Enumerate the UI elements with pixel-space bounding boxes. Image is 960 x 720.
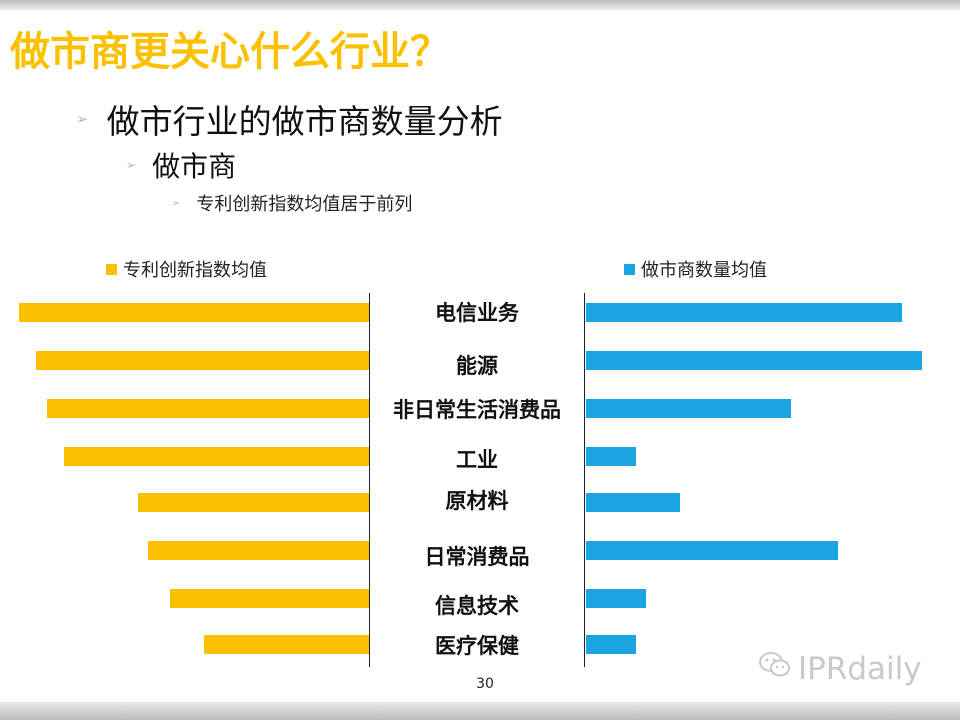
bullet-arrow-icon: ➢ [126, 158, 137, 172]
bar-market-maker-count [586, 589, 646, 608]
legend-market-maker: 做市商数量均值 [624, 256, 767, 282]
bar-market-maker-count [586, 541, 838, 560]
bar-patent-index [64, 447, 369, 466]
bar-patent-index [170, 589, 369, 608]
legend-label-market-maker: 做市商数量均值 [641, 260, 767, 281]
bullet-level1: ➢ 做市行业的做市商数量分析 [76, 95, 503, 143]
bar-patent-index [47, 399, 369, 418]
bullet-level2: ➢ 做市商 [126, 145, 236, 185]
left-chart-axis [369, 293, 370, 667]
slide-title: 做市商更关心什么行业？ [10, 29, 450, 75]
bullet-arrow-icon: ➢ [172, 197, 181, 209]
category-label: 能源 [456, 354, 498, 378]
legend-label-patent: 专利创新指数均值 [123, 260, 267, 281]
watermark-text: IPRdaily [798, 651, 922, 687]
bullet-arrow-icon: ➢ [76, 110, 89, 128]
bar-market-maker-count [586, 493, 680, 512]
right-chart-axis [584, 293, 585, 667]
bullet-level1-text: 做市行业的做市商数量分析 [106, 102, 503, 141]
bar-market-maker-count [586, 635, 636, 654]
category-label: 工业 [456, 448, 498, 472]
category-label: 电信业务 [435, 301, 519, 325]
bar-patent-index [138, 493, 369, 512]
category-label: 日常消费品 [424, 545, 530, 569]
bullet-level3-text: 专利创新指数均值居于前列 [196, 194, 413, 215]
category-label: 原材料 [445, 489, 509, 513]
bar-patent-index [19, 303, 369, 322]
top-border-bar [0, 0, 960, 10]
category-label: 医疗保健 [435, 634, 519, 658]
category-label: 非日常生活消费品 [393, 398, 561, 422]
bullet-level2-text: 做市商 [152, 150, 237, 183]
bar-market-maker-count [586, 399, 791, 418]
bar-market-maker-count [586, 351, 922, 370]
wechat-logo-icon [758, 650, 792, 688]
legend-swatch-patent [106, 263, 117, 275]
bullet-level3: ➢ 专利创新指数均值居于前列 [172, 190, 412, 216]
bar-patent-index [148, 541, 369, 560]
legend-patent-index: 专利创新指数均值 [106, 256, 267, 282]
bar-market-maker-count [586, 303, 902, 322]
bar-market-maker-count [586, 447, 636, 466]
page-number: 30 [476, 676, 494, 692]
bottom-border-bar [0, 702, 960, 720]
watermark: IPRdaily [758, 650, 922, 688]
bar-patent-index [36, 351, 369, 370]
category-label: 信息技术 [435, 594, 519, 618]
bar-patent-index [204, 635, 369, 654]
legend-swatch-market-maker [624, 263, 635, 275]
